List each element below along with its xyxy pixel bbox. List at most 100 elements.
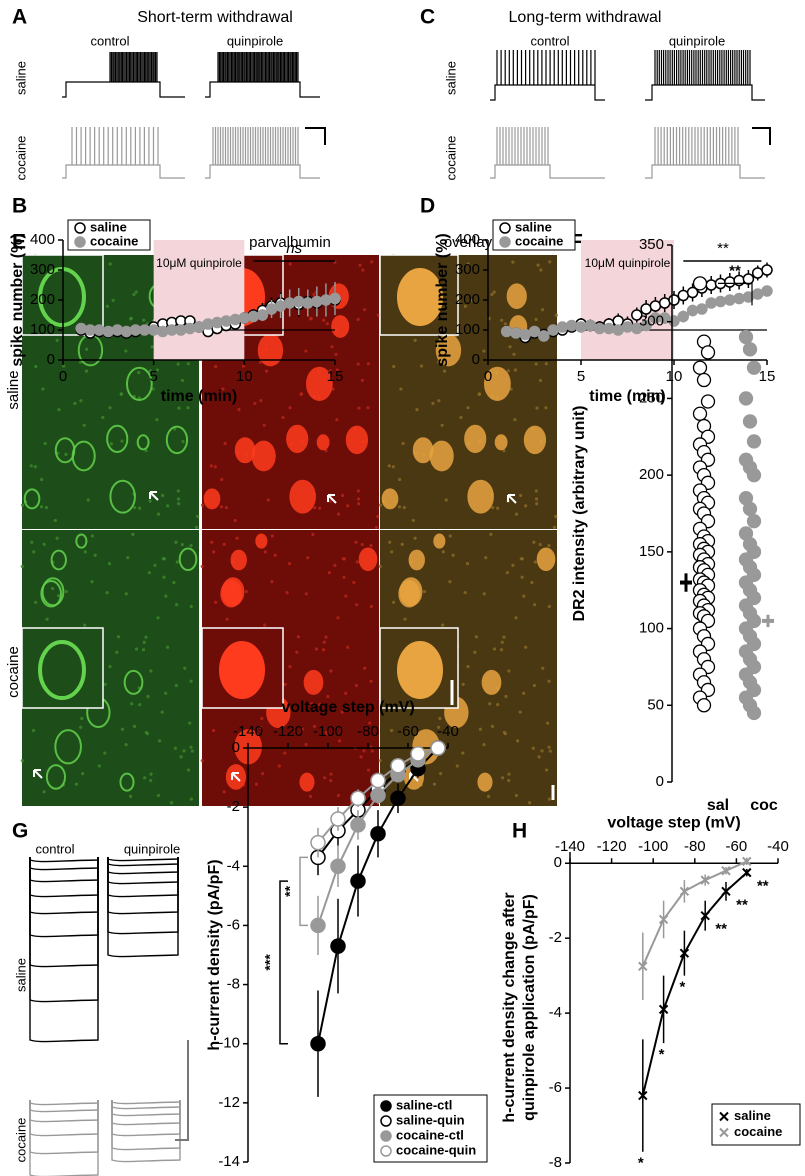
cell bbox=[119, 772, 135, 792]
marker bbox=[631, 309, 643, 321]
x-tick-label: -120 bbox=[597, 838, 627, 855]
marker bbox=[120, 325, 133, 338]
texture bbox=[86, 498, 90, 502]
texture bbox=[132, 292, 136, 297]
marker bbox=[696, 303, 708, 315]
texture bbox=[164, 691, 168, 695]
legend-label: cocaine-quin bbox=[396, 1142, 476, 1157]
cell bbox=[494, 434, 508, 451]
marker bbox=[147, 324, 160, 336]
texture bbox=[531, 746, 535, 750]
texture bbox=[186, 406, 190, 410]
texture bbox=[176, 362, 180, 366]
scale-bar bbox=[752, 127, 771, 145]
y-tick-label: 400 bbox=[30, 231, 55, 248]
panel-title: Short-term withdrawal bbox=[137, 9, 293, 26]
texture bbox=[327, 571, 331, 575]
texture bbox=[142, 318, 146, 322]
texture bbox=[287, 562, 292, 566]
texture bbox=[189, 604, 193, 609]
marker bbox=[519, 328, 531, 341]
texture bbox=[299, 392, 303, 396]
y-tick-label: 300 bbox=[30, 261, 55, 278]
marker bbox=[686, 286, 699, 299]
series-line bbox=[641, 860, 748, 967]
texture bbox=[116, 635, 121, 639]
marker bbox=[238, 312, 251, 324]
texture bbox=[500, 318, 504, 322]
cell bbox=[234, 437, 256, 464]
texture bbox=[540, 308, 545, 312]
marker bbox=[229, 313, 242, 326]
texture bbox=[548, 260, 552, 264]
x-tick-label: 0 bbox=[484, 368, 492, 385]
marker bbox=[390, 757, 406, 774]
texture bbox=[369, 679, 373, 683]
texture bbox=[357, 502, 361, 506]
marker bbox=[677, 310, 690, 323]
legend-marker bbox=[499, 236, 511, 248]
texture bbox=[366, 768, 371, 772]
texture bbox=[341, 493, 345, 498]
marker bbox=[721, 886, 731, 897]
texture bbox=[200, 503, 205, 507]
texture bbox=[533, 560, 537, 564]
texture bbox=[222, 790, 226, 794]
significance-label: ** bbox=[717, 240, 730, 257]
cell bbox=[286, 424, 309, 453]
texture bbox=[370, 260, 374, 264]
texture bbox=[128, 794, 133, 799]
texture bbox=[149, 772, 153, 776]
texture bbox=[340, 710, 344, 714]
marker bbox=[612, 324, 624, 336]
texture bbox=[554, 313, 558, 317]
texture bbox=[455, 764, 459, 768]
y-tick-label: -8 bbox=[227, 976, 240, 993]
cell bbox=[481, 669, 502, 695]
texture bbox=[524, 504, 528, 508]
texture bbox=[507, 778, 511, 783]
x-tick-label: -80 bbox=[684, 838, 706, 855]
texture bbox=[105, 590, 109, 595]
current-trace bbox=[29, 1100, 99, 1113]
texture bbox=[503, 322, 507, 326]
texture bbox=[535, 502, 539, 506]
texture bbox=[538, 378, 543, 383]
texture bbox=[328, 369, 332, 373]
y-tick-label: 0 bbox=[232, 739, 240, 756]
texture bbox=[496, 506, 500, 510]
texture bbox=[213, 465, 217, 469]
texture bbox=[304, 592, 308, 596]
texture bbox=[176, 497, 181, 501]
texture bbox=[482, 592, 486, 596]
marker bbox=[370, 787, 386, 804]
x-axis-label: voltage step (mV) bbox=[607, 814, 740, 831]
arrow bbox=[33, 769, 43, 779]
marker bbox=[679, 886, 690, 897]
panel-letter: D bbox=[420, 195, 435, 218]
texture bbox=[233, 518, 237, 523]
panel-letter: H bbox=[512, 820, 527, 843]
legend-box bbox=[711, 1103, 801, 1146]
texture bbox=[378, 503, 383, 507]
texture bbox=[273, 553, 277, 557]
y-tick-label: 400 bbox=[455, 231, 480, 248]
texture bbox=[212, 550, 216, 554]
texture bbox=[536, 263, 540, 267]
texture bbox=[502, 730, 506, 735]
voltage-trace bbox=[490, 50, 605, 101]
data-point bbox=[746, 467, 762, 483]
x-tick-label: coc bbox=[750, 797, 778, 814]
texture bbox=[169, 801, 174, 805]
x-tick-label: 15 bbox=[327, 368, 344, 385]
texture bbox=[107, 562, 112, 566]
row-label: saline bbox=[13, 958, 28, 992]
cell bbox=[165, 425, 189, 455]
row-label: cocaine bbox=[443, 136, 458, 181]
x-tick-label: 10 bbox=[236, 368, 253, 385]
texture bbox=[180, 378, 185, 383]
texture bbox=[138, 703, 142, 707]
current-trace bbox=[29, 857, 99, 1043]
texture bbox=[504, 694, 508, 699]
texture bbox=[357, 406, 361, 410]
